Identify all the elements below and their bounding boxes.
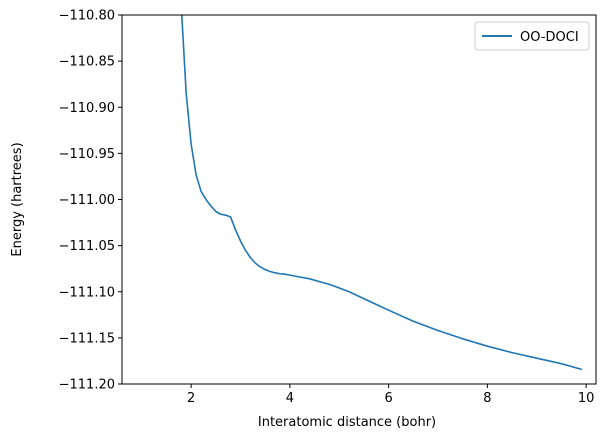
series-line-oo-doci [180, 15, 582, 371]
x-tick-label: 4 [286, 391, 294, 406]
x-axis: 2 4 6 8 10 [187, 384, 594, 406]
y-tick-label: −110.90 [59, 101, 115, 116]
y-tick-label: −111.05 [59, 239, 115, 254]
y-tick-label: −110.80 [59, 9, 115, 24]
x-tick-label: 10 [578, 391, 595, 406]
y-tick-label: −110.85 [59, 55, 115, 70]
y-axis-label: Energy (hartrees) [10, 142, 25, 256]
y-tick-label: −110.95 [59, 147, 115, 162]
y-tick-label: −111.10 [59, 285, 115, 300]
y-tick-label: −111.15 [59, 331, 115, 346]
x-tick-label: 8 [483, 391, 491, 406]
x-axis-label: Interatomic distance (bohr) [258, 415, 436, 430]
legend-label: OO-DOCI [520, 30, 579, 45]
legend-box [474, 21, 590, 51]
legend: OO-DOCI [474, 21, 590, 51]
x-tick-label: 6 [384, 391, 392, 406]
y-tick-label: −111.00 [59, 193, 115, 208]
data-layer [180, 15, 582, 371]
y-tick-label: −111.20 [59, 378, 115, 393]
x-tick-label: 2 [187, 391, 195, 406]
y-axis: −111.20 −111.15 −111.10 −111.05 −111.00 −110.… [59, 9, 122, 393]
